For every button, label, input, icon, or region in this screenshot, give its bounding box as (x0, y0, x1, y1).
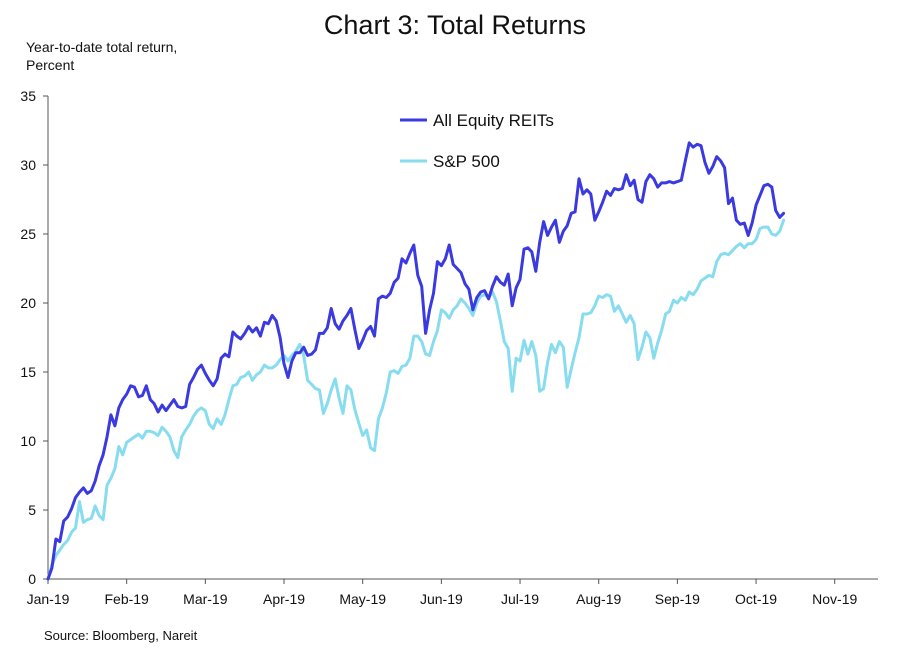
y-tick-label: 15 (20, 364, 36, 380)
y-tick-label: 5 (28, 502, 36, 518)
x-tick-label: Feb-19 (104, 591, 149, 607)
legend-label: S&P 500 (433, 152, 500, 171)
source-note: Source: Bloomberg, Nareit (44, 628, 198, 643)
y-tick-label: 35 (20, 88, 36, 104)
y-tick-label: 0 (28, 571, 36, 587)
y-tick-label: 30 (20, 157, 36, 173)
x-tick-label: Oct-19 (735, 591, 777, 607)
x-tick-label: Sep-19 (655, 591, 700, 607)
x-tick-label: May-19 (339, 591, 386, 607)
chart-title: Chart 3: Total Returns (323, 10, 587, 40)
x-tick-label: Jul-19 (501, 591, 539, 607)
y-tick-label: 25 (20, 226, 36, 242)
y-axis-label-line-1: Year-to-date total return, (26, 39, 178, 55)
x-tick-label: Aug-19 (576, 591, 621, 607)
series-line-s-p-500 (46, 218, 786, 581)
x-tick-label: Nov-19 (812, 591, 857, 607)
y-tick-label: 20 (20, 295, 36, 311)
x-tick-label: Jun-19 (420, 591, 463, 607)
y-tick-label: 10 (20, 433, 36, 449)
y-axis-label: Year-to-date total return, Percent (26, 38, 177, 74)
x-tick-label: Mar-19 (183, 591, 228, 607)
x-tick-label: Jan-19 (27, 591, 70, 607)
series-line-all-equity-reits (46, 141, 786, 581)
x-tick-label: Apr-19 (263, 591, 305, 607)
legend-label: All Equity REITs (433, 111, 554, 130)
y-axis-label-line-2: Percent (26, 57, 75, 73)
